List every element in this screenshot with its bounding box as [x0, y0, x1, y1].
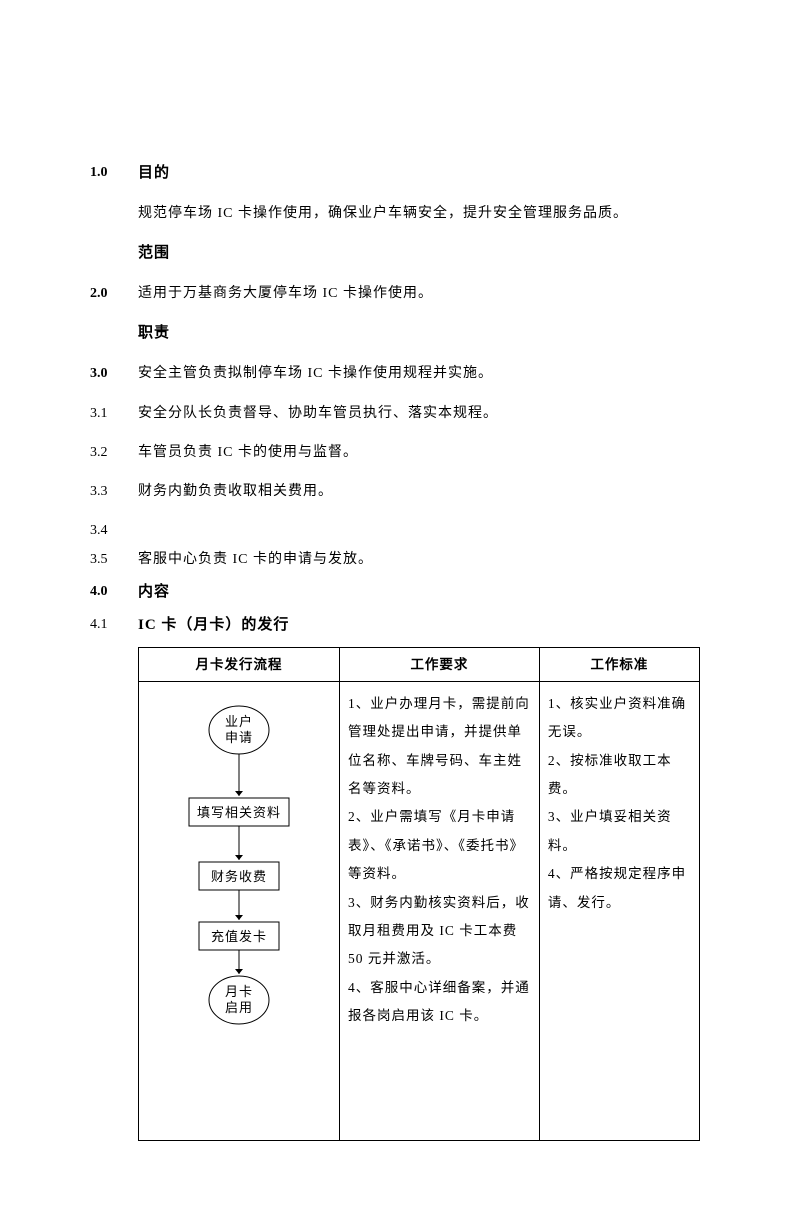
flowchart-container: 业户申请填写相关资料财务收费充值发卡月卡启用 [147, 690, 331, 1110]
req-line-3: 3、财务内勤核实资料后，收取月租费用及 IC 卡工本费 50 元并激活。 [348, 889, 531, 974]
section-2-body: 适用于万基商务大厦停车场 IC 卡操作使用。 [138, 281, 703, 306]
section-1-body: 规范停车场 IC 卡操作使用，确保业户车辆安全，提升安全管理服务品质。 [138, 201, 703, 226]
section-3-body-row: 3.0 安全主管负责拟制停车场 IC 卡操作使用规程并实施。 [90, 361, 703, 386]
svg-text:充值发卡: 充值发卡 [211, 929, 267, 944]
section-1-title: 目的 [138, 160, 703, 187]
section-41-title: IC 卡（月卡）的发行 [138, 612, 703, 639]
section-32-number: 3.2 [90, 440, 138, 465]
section-32-body: 车管员负责 IC 卡的使用与监督。 [138, 440, 703, 465]
section-1-number: 1.0 [90, 160, 138, 185]
document-page: 1.0 目的 规范停车场 IC 卡操作使用，确保业户车辆安全，提升安全管理服务品… [0, 0, 793, 1215]
section-1-body-row: 规范停车场 IC 卡操作使用，确保业户车辆安全，提升安全管理服务品质。 [90, 201, 703, 226]
section-3-body: 安全主管负责拟制停车场 IC 卡操作使用规程并实施。 [138, 361, 703, 386]
req-line-4: 4、客服中心详细备案，并通报各岗启用该 IC 卡。 [348, 974, 531, 1031]
section-41-row: 4.1 IC 卡（月卡）的发行 [90, 612, 703, 639]
table-row-container: 月卡发行流程 工作要求 工作标准 业户申请填写相关资料财务收费充值发卡月卡启用 [90, 641, 703, 1142]
section-2-title: 范围 [138, 240, 703, 267]
svg-text:填写相关资料: 填写相关资料 [197, 805, 281, 820]
std-line-1: 1、核实业户资料准确无误。 [548, 690, 691, 747]
section-33-row: 3.3 财务内勤负责收取相关费用。 [90, 479, 703, 504]
th-std: 工作标准 [539, 647, 699, 682]
svg-text:申请: 申请 [225, 730, 253, 745]
section-33-body: 财务内勤负责收取相关费用。 [138, 479, 703, 504]
section-41-number: 4.1 [90, 612, 138, 637]
std-line-4: 4、严格按规定程序申请、发行。 [548, 860, 691, 917]
section-2-title-row: 范围 [90, 240, 703, 267]
cell-standards: 1、核实业户资料准确无误。 2、按标准收取工本费。 3、业户填妥相关资料。 4、… [539, 682, 699, 1141]
section-32-row: 3.2 车管员负责 IC 卡的使用与监督。 [90, 440, 703, 465]
section-35-row: 3.5 客服中心负责 IC 卡的申请与发放。 [90, 547, 703, 572]
flowchart-svg: 业户申请填写相关资料财务收费充值发卡月卡启用 [147, 690, 331, 1050]
section-2-body-row: 2.0 适用于万基商务大厦停车场 IC 卡操作使用。 [90, 281, 703, 306]
req-line-2: 2、业户需填写《月卡申请表》、《承诺书》、《委托书》等资料。 [348, 803, 531, 888]
section-3-title-row: 职责 [90, 320, 703, 347]
section-2-number: 2.0 [90, 281, 138, 306]
std-line-3: 3、业户填妥相关资料。 [548, 803, 691, 860]
section-34-row: 3.4 [90, 518, 703, 543]
svg-text:业户: 业户 [225, 714, 253, 729]
section-35-body: 客服中心负责 IC 卡的申请与发放。 [138, 547, 703, 572]
svg-text:月卡: 月卡 [225, 984, 253, 999]
section-34-number: 3.4 [90, 518, 138, 543]
section-3-number: 3.0 [90, 361, 138, 386]
th-flow: 月卡发行流程 [139, 647, 340, 682]
section-4-title: 内容 [138, 579, 703, 606]
std-line-2: 2、按标准收取工本费。 [548, 747, 691, 804]
procedure-table: 月卡发行流程 工作要求 工作标准 业户申请填写相关资料财务收费充值发卡月卡启用 [138, 647, 700, 1142]
section-3-title: 职责 [138, 320, 703, 347]
section-33-number: 3.3 [90, 479, 138, 504]
cell-flowchart: 业户申请填写相关资料财务收费充值发卡月卡启用 [139, 682, 340, 1141]
svg-text:财务收费: 财务收费 [211, 869, 267, 884]
table-container: 月卡发行流程 工作要求 工作标准 业户申请填写相关资料财务收费充值发卡月卡启用 [138, 641, 703, 1142]
req-line-1: 1、业户办理月卡，需提前向管理处提出申请，并提供单位名称、车牌号码、车主姓名等资… [348, 690, 531, 803]
section-31-body: 安全分队长负责督导、协助车管员执行、落实本规程。 [138, 401, 703, 426]
th-req: 工作要求 [340, 647, 540, 682]
table-body-row: 业户申请填写相关资料财务收费充值发卡月卡启用 1、业户办理月卡，需提前向管理处提… [139, 682, 700, 1141]
section-35-number: 3.5 [90, 547, 138, 572]
section-4-row: 4.0 内容 [90, 579, 703, 606]
section-1-heading-row: 1.0 目的 [90, 160, 703, 187]
cell-requirements: 1、业户办理月卡，需提前向管理处提出申请，并提供单位名称、车牌号码、车主姓名等资… [340, 682, 540, 1141]
section-31-number: 3.1 [90, 401, 138, 426]
table-header-row: 月卡发行流程 工作要求 工作标准 [139, 647, 700, 682]
section-4-number: 4.0 [90, 579, 138, 604]
svg-text:启用: 启用 [225, 1000, 253, 1015]
section-31-row: 3.1 安全分队长负责督导、协助车管员执行、落实本规程。 [90, 401, 703, 426]
